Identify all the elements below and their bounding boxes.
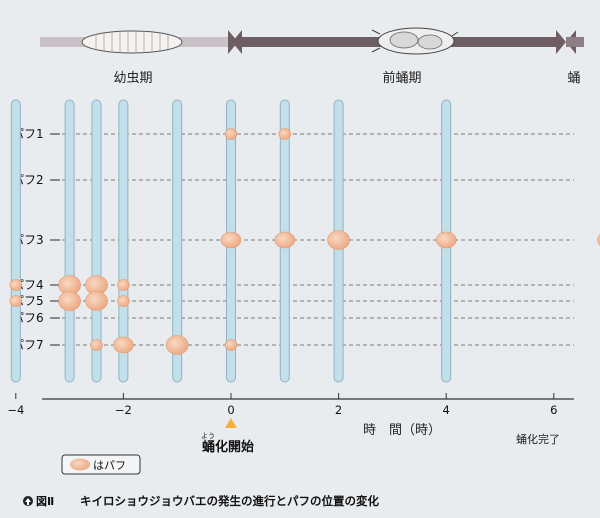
puff-marker	[224, 128, 238, 140]
puff-marker	[220, 231, 242, 249]
larva-illustration	[81, 30, 183, 54]
figure-caption: 図Ⅱ キイロショウジョウバエの発生の進行とパフの位置の変化	[23, 494, 379, 508]
legend-label: はパフ	[93, 459, 126, 472]
tick-label: 2	[335, 403, 342, 417]
pupariation-end-label: 蛹化完了	[516, 432, 560, 446]
puff-marker	[278, 128, 292, 140]
prepupa-illustration	[371, 27, 459, 55]
stage-label-pupa: 蛹	[567, 71, 580, 86]
legend-puff-swatch	[70, 458, 90, 471]
chromosome	[220, 99, 242, 383]
caption-text: キイロショウジョウバエの発生の進行とパフの位置の変化	[80, 494, 379, 508]
chromosome	[113, 99, 134, 383]
puff-marker	[224, 339, 238, 351]
tick-label: −4	[7, 403, 24, 417]
puff-marker	[113, 336, 134, 354]
puff-marker	[327, 230, 350, 250]
puff-marker	[85, 291, 108, 311]
pupariation-start-marker: よう 蛹化開始	[201, 418, 254, 455]
chromosome	[274, 99, 296, 383]
chromosome	[435, 99, 457, 383]
chromosome	[85, 99, 108, 383]
chromosomes	[9, 99, 600, 383]
puff-marker	[165, 335, 189, 355]
tick-label: 0	[227, 403, 234, 417]
puff-marker	[597, 234, 600, 246]
puff-marker	[58, 291, 81, 311]
puff-marker	[274, 231, 296, 249]
time-axis: −6−4−2024681012 時 間（時）	[7, 393, 574, 438]
puff-marker	[435, 231, 457, 249]
figure-number: 図Ⅱ	[36, 494, 54, 508]
stage-label-prepupa: 前蛹期	[382, 70, 421, 86]
puff-marker	[117, 279, 130, 291]
puff-marker	[90, 339, 103, 351]
puff-marker	[9, 295, 23, 307]
chromosome	[165, 99, 189, 383]
stage-label-larva: 幼虫期	[113, 71, 152, 86]
pupariation-start-label: 蛹化開始	[202, 439, 254, 455]
tick-label: 4	[443, 403, 450, 417]
chromosome	[597, 234, 600, 246]
puff-marker	[9, 279, 23, 291]
chromosome	[327, 99, 350, 383]
legend: はパフ	[61, 454, 141, 475]
axis-label: 時 間（時）	[363, 423, 441, 438]
tick-label: −2	[115, 403, 132, 417]
tick-label: 6	[550, 403, 557, 417]
pupariation-ruby: よう	[201, 432, 215, 440]
chromosome	[58, 99, 81, 383]
puff-marker	[117, 295, 130, 307]
chromosome	[9, 99, 23, 383]
